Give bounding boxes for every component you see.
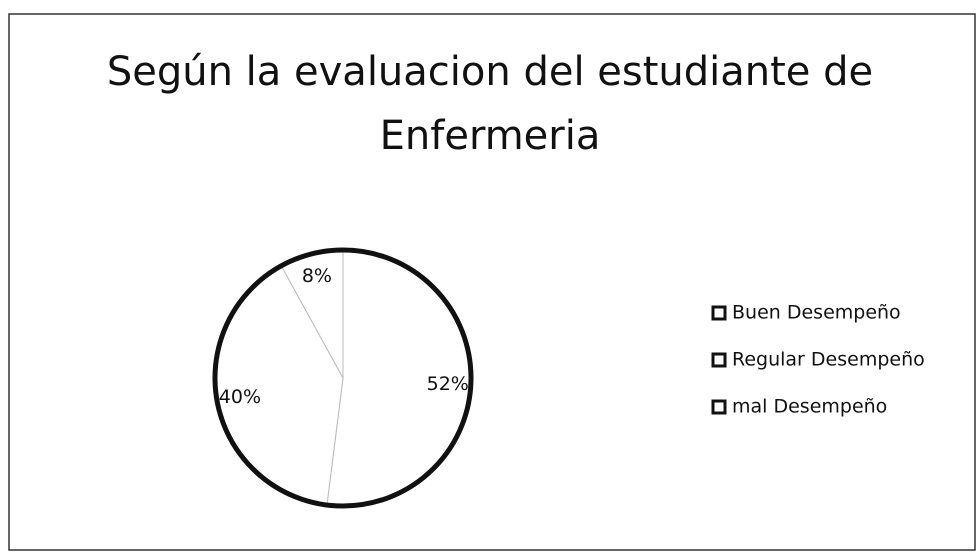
- legend-swatch: [711, 305, 727, 321]
- data-label: 40%: [219, 386, 261, 408]
- legend-label: mal Desempeño: [732, 396, 887, 418]
- legend-label: Buen Desempeño: [732, 302, 901, 324]
- chart-frame: [8, 13, 976, 551]
- chart-title: Según la evaluacion del estudiante de En…: [106, 49, 874, 159]
- legend-label: Regular Desempeño: [732, 349, 925, 371]
- legend-swatch: [711, 399, 727, 415]
- data-label: 52%: [427, 373, 469, 395]
- data-label: 8%: [302, 265, 332, 287]
- legend-swatch: [711, 352, 727, 368]
- pie-outline: [212, 247, 474, 509]
